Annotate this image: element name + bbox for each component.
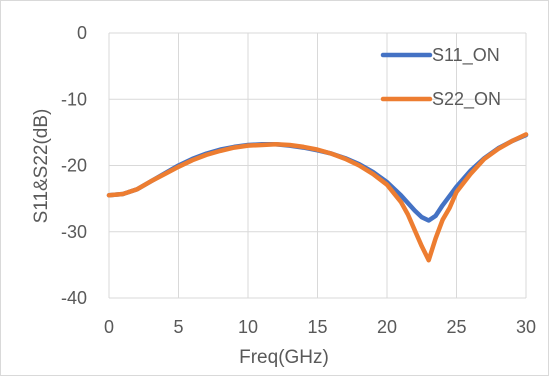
x-tick-labels: 0 5 10 15 20 25 30 xyxy=(104,317,536,337)
gridlines xyxy=(108,32,527,299)
y-tick-label: -30 xyxy=(61,222,87,242)
y-tick-label: -20 xyxy=(61,156,87,176)
series-lines xyxy=(106,132,529,263)
y-tick-labels: 0 -10 -20 -30 -40 xyxy=(61,23,87,308)
x-tick-label: 10 xyxy=(238,317,258,337)
x-tick-label: 0 xyxy=(104,317,114,337)
legend-label: S22_ON xyxy=(432,89,501,110)
x-tick-label: 25 xyxy=(446,317,466,337)
y-tick-label: 0 xyxy=(77,23,87,43)
series-line-s22-on xyxy=(106,132,529,263)
x-axis-title: Freq(GHz) xyxy=(239,347,329,368)
y-tick-label: -40 xyxy=(61,288,87,308)
x-tick-label: 5 xyxy=(173,317,183,337)
x-tick-label: 30 xyxy=(516,317,536,337)
x-tick-label: 20 xyxy=(377,317,397,337)
x-tick-label: 15 xyxy=(307,317,327,337)
y-tick-label: -10 xyxy=(61,89,87,109)
legend-label: S11_ON xyxy=(432,45,500,66)
y-axis-title: S11&S22(dB) xyxy=(31,109,52,224)
legend: S11_ON S22_ON xyxy=(380,45,501,110)
